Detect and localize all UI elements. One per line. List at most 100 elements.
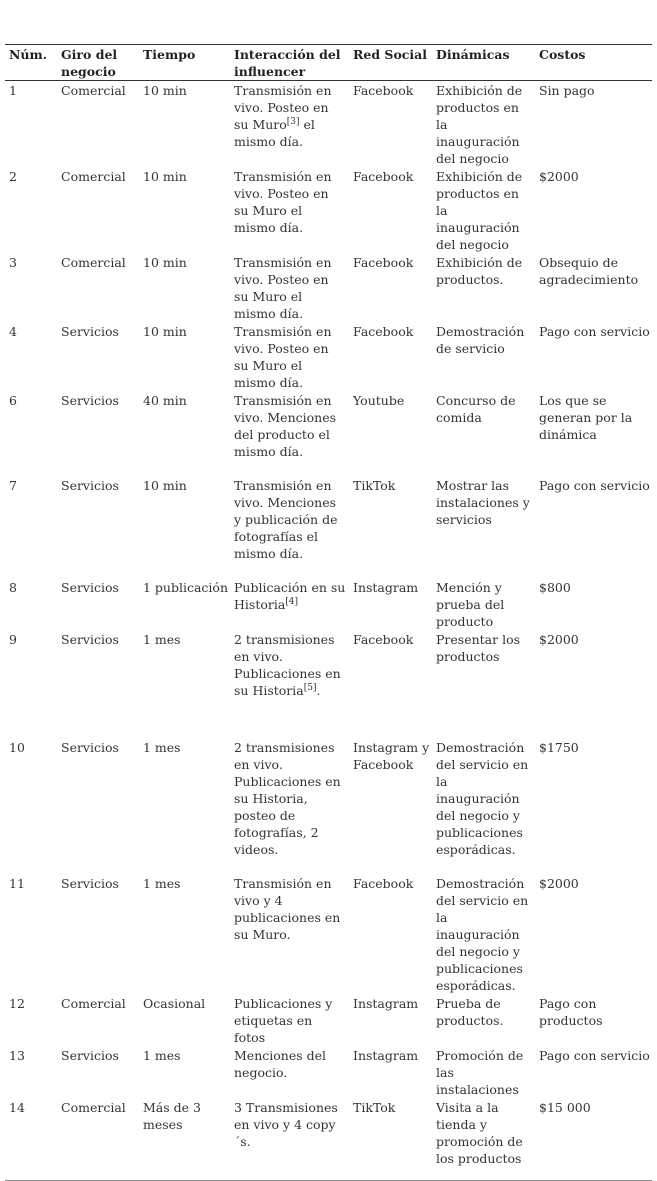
cell-costos: Sin pago [539,83,595,98]
interaccion-text: 3 Transmisiones en vivo y 4 copy´s. [234,1100,338,1149]
cell-giro: Servicios [61,740,119,755]
cell-costos: $800 [539,580,571,595]
table-header: Núm. Giro del negocio Tiempo Interacción… [5,44,652,81]
cell-red-social: Facebook [353,632,414,647]
cell-red-social: TikTok [353,1100,396,1115]
cell-giro: Servicios [61,876,119,891]
cell-num: 9 [9,632,17,647]
cell-tiempo: Más de 3 meses [143,1100,201,1132]
cell-num: 2 [9,169,17,184]
cell-red-social: Facebook [353,324,414,339]
cell-interaccion: Menciones del negocio. [230,1046,349,1098]
cell-tiempo: 10 min [143,478,187,493]
table-row: 14 Comercial Más de 3 meses 3 Transmisiones… [5,1098,652,1180]
cell-red-social: Facebook [353,255,414,270]
cell-costos: $1750 [539,740,579,755]
cell-costos: Obsequio de agradecimiento [539,255,639,287]
cell-interaccion: Publicaciones y etiquetas en fotos [230,994,349,1046]
cell-tiempo: 10 min [143,83,187,98]
cell-costos: Pago con servicio [539,1048,650,1063]
interaccion-text: 2 transmisiones en vivo. Publicaciones e… [234,740,341,857]
header-red-social: Red Social [353,47,428,62]
cell-red-social: Instagram [353,996,419,1011]
cell-tiempo: 10 min [143,255,187,270]
table-body: 1 Comercial 10 min Transmisión en vivo. Pos… [5,81,652,1180]
table-row: 1 Comercial 10 min Transmisión en vivo. Pos… [5,81,652,168]
cell-dinamicas: Visita a la tienda y promoción de los pr… [436,1100,523,1166]
cell-tiempo: 1 mes [143,740,181,755]
cell-num: 4 [9,324,17,339]
table-row: 12 Comercial Ocasional Publicaciones y etiq… [5,994,652,1046]
cell-giro: Comercial [61,996,126,1011]
interaccion-text: Transmisión en vivo. Posteo en su Muro e… [234,169,332,235]
cell-dinamicas: Exhibición de productos en la inauguraci… [436,83,523,166]
table-row: 10 Servicios 1 mes 2 transmisiones en vivo.… [5,738,652,874]
cell-tiempo: 10 min [143,169,187,184]
cell-tiempo: 1 mes [143,632,181,647]
cell-interaccion: Transmisión en vivo. Posteo en su Muro e… [230,322,349,391]
cell-num: 8 [9,580,17,595]
cell-red-social: Youtube [353,393,405,408]
table-row: 4 Servicios 10 min Transmisión en vivo. Pos… [5,322,652,391]
cell-red-social: Instagram [353,580,419,595]
cell-interaccion: Transmisión en vivo. Posteo en su Muro e… [230,253,349,322]
cell-dinamicas: Promoción de las instalaciones [436,1048,524,1097]
cell-tiempo: Ocasional [143,996,206,1011]
cell-interaccion: Publicación en su Historia[4] [230,578,349,630]
cell-costos: Pago con productos [539,996,603,1028]
cell-num: 1 [9,83,17,98]
interaccion-text: Menciones del negocio. [234,1048,327,1080]
cell-dinamicas: Presentar los productos [436,632,521,664]
cell-red-social: TikTok [353,478,396,493]
cell-costos: $2000 [539,169,579,184]
cell-costos: $2000 [539,876,579,891]
cell-giro: Servicios [61,632,119,647]
cell-interaccion: 2 transmisiones en vivo. Publicaciones e… [230,738,349,874]
table-row: 8 Servicios 1 publicación Publicación en su… [5,578,652,630]
cell-giro: Comercial [61,255,126,270]
interaccion-text: Transmisión en vivo. Menciones y publica… [234,478,338,561]
cell-tiempo: 1 mes [143,1048,181,1063]
table-row: 11 Servicios 1 mes Transmisión en vivo y 4 … [5,874,652,994]
header-num: Núm. [9,47,48,62]
cell-num: 13 [9,1048,25,1063]
cell-dinamicas: Mención y prueba del producto [436,580,505,629]
cell-costos: Pago con servicio [539,324,650,339]
cell-costos: $2000 [539,632,579,647]
header-interaccion: Interacción del influencer [234,47,341,79]
table-row: 6 Servicios 40 min Transmisión en vivo. Men… [5,391,652,476]
table-row: 7 Servicios 10 min Transmisión en vivo. Men… [5,476,652,578]
cell-dinamicas: Mostrar las instalaciones y servicios [436,478,530,527]
cell-interaccion: Transmisión en vivo y 4 publicaciones en… [230,874,349,994]
cell-num: 6 [9,393,17,408]
cell-num: 14 [9,1100,25,1115]
cell-tiempo: 40 min [143,393,187,408]
cell-red-social: Instagram y Facebook [353,740,430,772]
interaccion-text: Transmisión en vivo. Menciones del produ… [234,393,337,459]
interaccion-after: el mismo día. [234,117,315,149]
cell-red-social: Facebook [353,83,414,98]
cell-tiempo: 10 min [143,324,187,339]
cell-dinamicas: Demostración del servicio en la inaugura… [436,740,529,857]
header-costos: Costos [539,47,586,62]
cell-dinamicas: Exhibición de productos en la inauguraci… [436,169,523,252]
cell-dinamicas: Demostración del servicio en la inaugura… [436,876,529,993]
table-row: 13 Servicios 1 mes Menciones del negocio. In… [5,1046,652,1098]
interaccion-text: Transmisión en vivo y 4 publicaciones en… [234,876,341,942]
cell-interaccion: Transmisión en vivo. Posteo en su Muro[3… [230,81,349,168]
cell-red-social: Facebook [353,876,414,891]
interaccion-text: Publicación en su Historia [234,580,346,612]
cell-red-social: Facebook [353,169,414,184]
cell-dinamicas: Concurso de comida [436,393,516,425]
cell-costos: $15 000 [539,1100,591,1115]
footnote-ref: [4] [285,596,299,607]
influencer-table: Núm. Giro del negocio Tiempo Interacción… [5,44,652,1181]
interaccion-text: Publicaciones y etiquetas en fotos [234,996,333,1045]
interaccion-after: . [316,683,321,698]
cell-tiempo: 1 publicación [143,580,229,595]
cell-interaccion: 3 Transmisiones en vivo y 4 copy´s. [230,1098,349,1180]
cell-dinamicas: Exhibición de productos. [436,255,523,287]
cell-tiempo: 1 mes [143,876,181,891]
table-row: 9 Servicios 1 mes 2 transmisiones en vivo. … [5,630,652,738]
interaccion-text: Transmisión en vivo. Posteo en su Muro e… [234,255,332,321]
